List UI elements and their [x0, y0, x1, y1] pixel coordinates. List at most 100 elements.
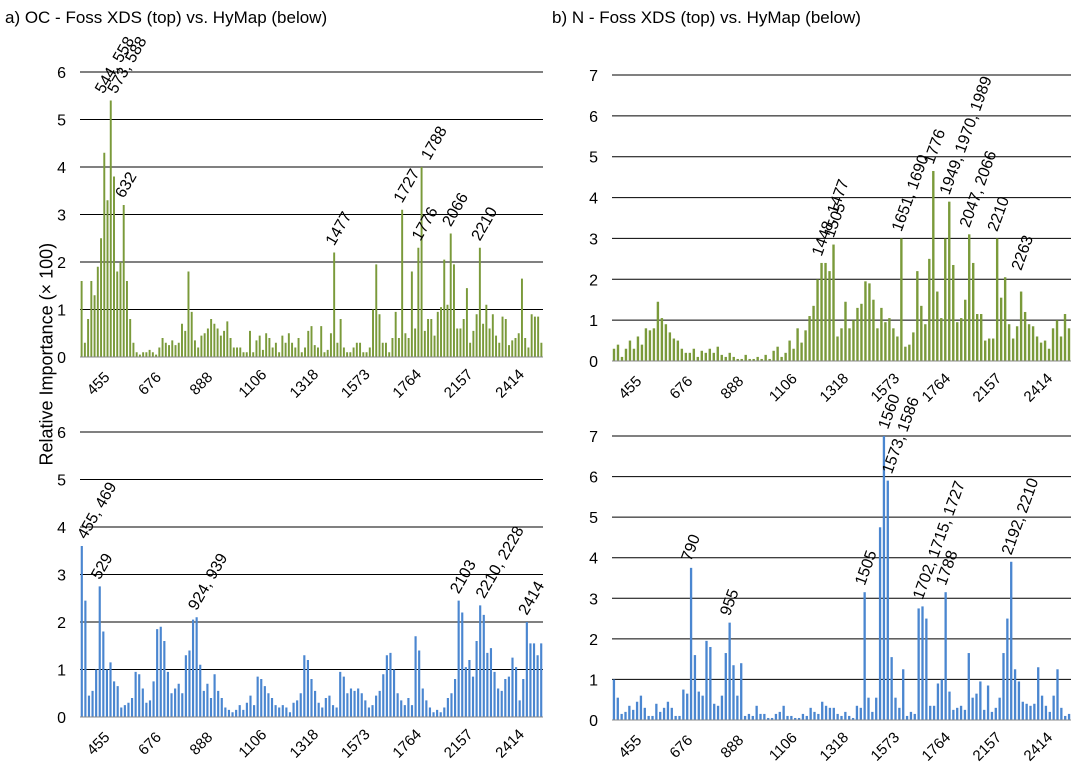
bar [800, 342, 803, 361]
bar [952, 264, 955, 361]
peak-annotation: 455, 469 [75, 479, 121, 542]
bar [716, 705, 720, 720]
bar [105, 669, 108, 717]
bar [932, 705, 936, 720]
bar [252, 705, 256, 717]
bar [504, 679, 507, 717]
bar [106, 200, 109, 357]
peak-annotation: 1651, 1690 [889, 153, 932, 234]
y-tick-label: 2 [57, 255, 66, 272]
y-tick-label: 3 [589, 231, 598, 248]
bar [756, 356, 759, 361]
bar [450, 693, 453, 717]
bar [304, 347, 306, 357]
bar [876, 328, 879, 361]
bar [1048, 711, 1051, 720]
bar [410, 271, 413, 357]
bar [975, 693, 978, 720]
bar [998, 697, 1001, 720]
bar [724, 356, 727, 361]
bar [759, 713, 762, 720]
bar [138, 354, 141, 357]
bar [158, 347, 161, 357]
bar [317, 702, 320, 717]
bar [1043, 340, 1047, 361]
bar [407, 338, 410, 357]
bar [844, 711, 847, 720]
bar [728, 622, 731, 720]
bar [782, 705, 785, 720]
bar [744, 354, 747, 361]
bar [732, 356, 735, 361]
y-tick-label: 5 [57, 113, 66, 130]
bar [152, 681, 155, 717]
panel-a-top-chart: 0 1 2 3 4 5 6 455 676 888 1106 1318 1573 1764 2157 2414… [57, 34, 543, 402]
y-tick-label: 7 [589, 429, 598, 446]
bar [181, 323, 183, 357]
bar [878, 527, 882, 720]
bar [261, 349, 264, 357]
bar [678, 715, 681, 720]
bar [320, 326, 323, 357]
bar [389, 652, 392, 717]
bar [772, 350, 775, 361]
bar [407, 698, 410, 717]
bar [828, 707, 832, 720]
bar [647, 715, 650, 720]
bar [326, 349, 329, 357]
bar [317, 347, 319, 357]
bar [100, 238, 103, 357]
x-tick-label: 676 [135, 729, 165, 759]
bar [80, 281, 83, 357]
bar [164, 342, 167, 357]
bar [960, 318, 963, 361]
bar [790, 715, 793, 720]
bar [986, 685, 990, 720]
bar [378, 690, 381, 717]
bar [664, 324, 668, 361]
bar [113, 176, 115, 357]
bar [288, 712, 292, 717]
bar [362, 352, 365, 357]
bar [697, 691, 700, 720]
bar [469, 342, 472, 357]
bar [138, 674, 141, 717]
bar [666, 701, 670, 720]
bar [728, 352, 731, 361]
bar [177, 683, 180, 717]
bar [493, 671, 496, 717]
bar [125, 281, 128, 357]
bar [612, 679, 616, 720]
bar [224, 707, 227, 717]
bar [892, 328, 895, 361]
bar [967, 653, 970, 720]
y-tick-label: 0 [589, 713, 598, 730]
bar [540, 643, 543, 717]
bar [501, 316, 504, 357]
bar [284, 342, 287, 357]
bar [763, 713, 766, 720]
bar [430, 319, 433, 357]
bar [1019, 291, 1023, 361]
bar [628, 705, 631, 720]
bar [514, 338, 517, 357]
bar [952, 709, 955, 720]
bar [856, 307, 859, 361]
y-tick-label: 4 [57, 160, 66, 177]
peak-annotation: 2414 [516, 579, 549, 618]
bar [956, 707, 959, 720]
panel-a-bottom-chart: 0 1 2 3 4 5 6 455 676 888 1106 1318 1573 1764 2157 2414… [57, 425, 548, 762]
bar [456, 328, 459, 357]
bar [1029, 705, 1032, 720]
bar [446, 698, 449, 717]
bar [712, 352, 715, 361]
bar [511, 340, 514, 357]
bar [210, 319, 213, 357]
bar [532, 643, 536, 717]
bar [616, 344, 620, 361]
bar [886, 480, 889, 720]
bar [90, 281, 93, 357]
bar [285, 707, 288, 717]
bar [217, 690, 220, 717]
bar [443, 259, 446, 357]
